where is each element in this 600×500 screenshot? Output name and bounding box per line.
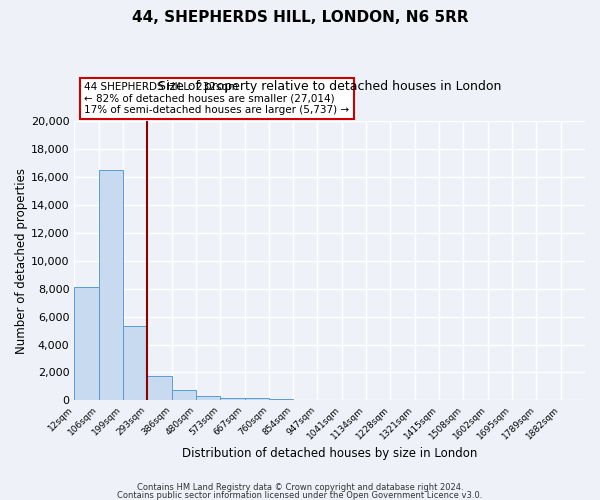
Bar [123, 326, 147, 400]
Text: Contains public sector information licensed under the Open Government Licence v3: Contains public sector information licen… [118, 490, 482, 500]
Title: Size of property relative to detached houses in London: Size of property relative to detached ho… [158, 80, 502, 94]
Bar [269, 398, 293, 400]
Bar [196, 396, 220, 400]
Bar [74, 287, 98, 401]
Bar [245, 398, 269, 400]
Text: Contains HM Land Registry data © Crown copyright and database right 2024.: Contains HM Land Registry data © Crown c… [137, 484, 463, 492]
Text: 44, SHEPHERDS HILL, LONDON, N6 5RR: 44, SHEPHERDS HILL, LONDON, N6 5RR [131, 10, 469, 25]
Text: 44 SHEPHERDS HILL: 232sqm
← 82% of detached houses are smaller (27,014)
17% of s: 44 SHEPHERDS HILL: 232sqm ← 82% of detac… [85, 82, 350, 116]
Bar [220, 398, 245, 400]
Bar [172, 390, 196, 400]
Bar [98, 170, 123, 400]
Bar [147, 376, 172, 400]
X-axis label: Distribution of detached houses by size in London: Distribution of detached houses by size … [182, 447, 478, 460]
Y-axis label: Number of detached properties: Number of detached properties [15, 168, 28, 354]
